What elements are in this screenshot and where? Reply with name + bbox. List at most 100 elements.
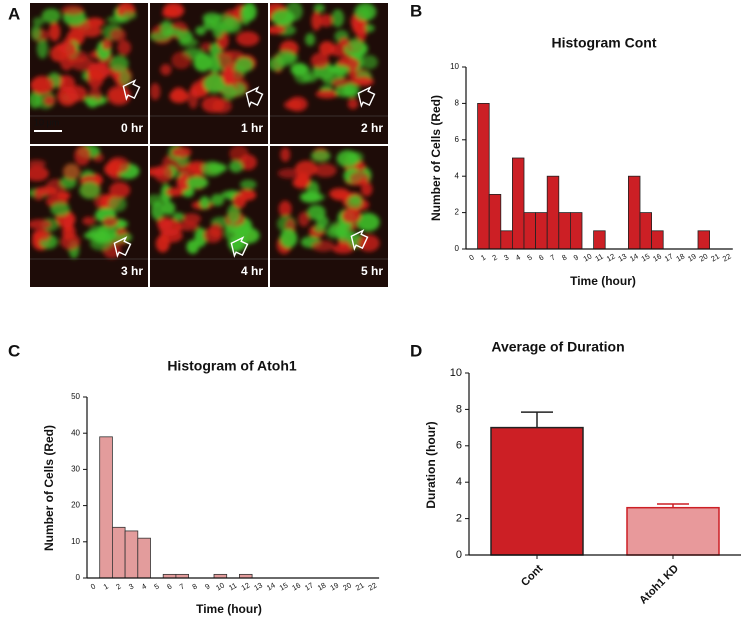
bar xyxy=(112,526,126,579)
arrow xyxy=(357,86,376,108)
cell-blob xyxy=(283,99,302,110)
blobs xyxy=(276,147,380,255)
cell-blob xyxy=(311,11,322,31)
x-tick-label: 4 xyxy=(514,253,522,263)
cell-blob xyxy=(43,95,56,106)
cell-blob xyxy=(30,219,52,230)
cell-blob xyxy=(82,216,96,226)
bar xyxy=(512,157,525,250)
y-axis-title: Number of Cells (Red) xyxy=(429,95,443,221)
cell-blob xyxy=(30,75,54,95)
frame-label: 5 hr xyxy=(361,264,383,278)
cell-blob xyxy=(279,228,298,249)
x-tick-label: 6 xyxy=(165,582,173,592)
frame-label: 0 hr xyxy=(121,121,143,135)
x-tick-label: 15 xyxy=(278,581,290,593)
cell-blob xyxy=(338,37,350,47)
x-tick-label: 11 xyxy=(594,252,605,264)
x-tick-label: 21 xyxy=(354,581,366,593)
cell-blob xyxy=(41,8,61,24)
cell-blob xyxy=(310,52,330,69)
x-axis-title: Time (hour) xyxy=(196,602,262,616)
x-tick-label: 13 xyxy=(252,581,264,593)
blobs xyxy=(30,3,137,110)
cell-blob xyxy=(354,3,377,21)
panel-label: B xyxy=(410,1,422,20)
cell-blob xyxy=(107,85,131,103)
cell-blob xyxy=(106,15,130,24)
x-tick-label: 5 xyxy=(525,253,533,263)
cell-blob xyxy=(57,191,71,200)
x-tick-label: 1 xyxy=(479,253,487,263)
cell-blob xyxy=(199,196,210,210)
cell-blob xyxy=(162,8,178,18)
x-tick-label: 11 xyxy=(227,581,238,593)
cell-blob xyxy=(328,65,350,74)
cell-blob xyxy=(200,42,213,52)
cell-blob xyxy=(171,146,192,158)
cell-blob xyxy=(85,17,105,28)
x-tick-label: 21 xyxy=(709,252,721,264)
x-tick-label: 14 xyxy=(265,581,277,593)
arrow xyxy=(230,236,249,258)
cell-blob xyxy=(229,160,244,173)
cell-blob xyxy=(311,240,335,252)
cell-blob xyxy=(235,223,250,238)
cell-blob xyxy=(117,40,132,56)
cell-blob xyxy=(107,156,130,174)
frame-label: 4 hr xyxy=(241,264,263,278)
bar xyxy=(488,193,502,250)
microscopy-panel: 0 hr 1 hr 2 hr 3 hr 4 hr 5 hr 10 μm xyxy=(30,3,388,287)
y-axis-title: Duration (hour) xyxy=(424,421,438,508)
cell-blob xyxy=(50,202,70,217)
cell-blob xyxy=(221,17,242,33)
bar xyxy=(500,230,513,250)
bar xyxy=(99,436,113,579)
cell-blob xyxy=(295,172,311,188)
tile-content xyxy=(270,147,388,260)
arrow xyxy=(113,236,132,258)
x-tick-label: 2 xyxy=(114,582,122,592)
cell-blob xyxy=(48,22,61,42)
arrow xyxy=(350,229,369,251)
cell-blob xyxy=(207,163,227,173)
cell-blob xyxy=(189,84,209,98)
cell-blob xyxy=(290,62,308,76)
x-tick-label: 19 xyxy=(329,581,341,593)
cell-blob xyxy=(32,229,51,242)
y-tick-label: 10 xyxy=(450,367,462,379)
cell-blob xyxy=(30,166,49,182)
cell-blob xyxy=(358,234,380,252)
cell-blob xyxy=(298,211,310,227)
cell-blob xyxy=(280,147,291,162)
x-tick-label: 17 xyxy=(663,252,675,264)
y-tick-label: 4 xyxy=(456,476,462,488)
x-tick-label: 18 xyxy=(674,252,686,264)
cell-blob xyxy=(239,154,257,171)
cell-blob xyxy=(150,31,171,42)
x-tick-label: 22 xyxy=(721,252,733,264)
cell-blob xyxy=(177,30,193,44)
cell-blob xyxy=(150,201,165,221)
cell-blob xyxy=(36,38,48,59)
cell-blob xyxy=(275,50,296,67)
cell-blob xyxy=(271,9,295,26)
cell-blob xyxy=(57,86,78,106)
panel-label: A xyxy=(8,4,20,23)
cell-blob xyxy=(305,33,316,46)
y-tick-label: 40 xyxy=(71,428,80,437)
cell-blob xyxy=(341,208,362,224)
x-tick-label: 5 xyxy=(153,582,161,592)
x-tick-label: 12 xyxy=(240,581,252,593)
cell-blob xyxy=(356,212,380,232)
cell-blob xyxy=(209,222,223,238)
cell-blob xyxy=(61,224,76,240)
x-tick-label: 8 xyxy=(191,582,199,592)
cell-blob xyxy=(87,69,104,89)
tile-content xyxy=(150,3,268,117)
y-tick-label: 0 xyxy=(455,244,460,253)
x-tick-label: 7 xyxy=(178,582,186,592)
cell-blob xyxy=(179,164,204,178)
cell-blob xyxy=(240,5,251,26)
